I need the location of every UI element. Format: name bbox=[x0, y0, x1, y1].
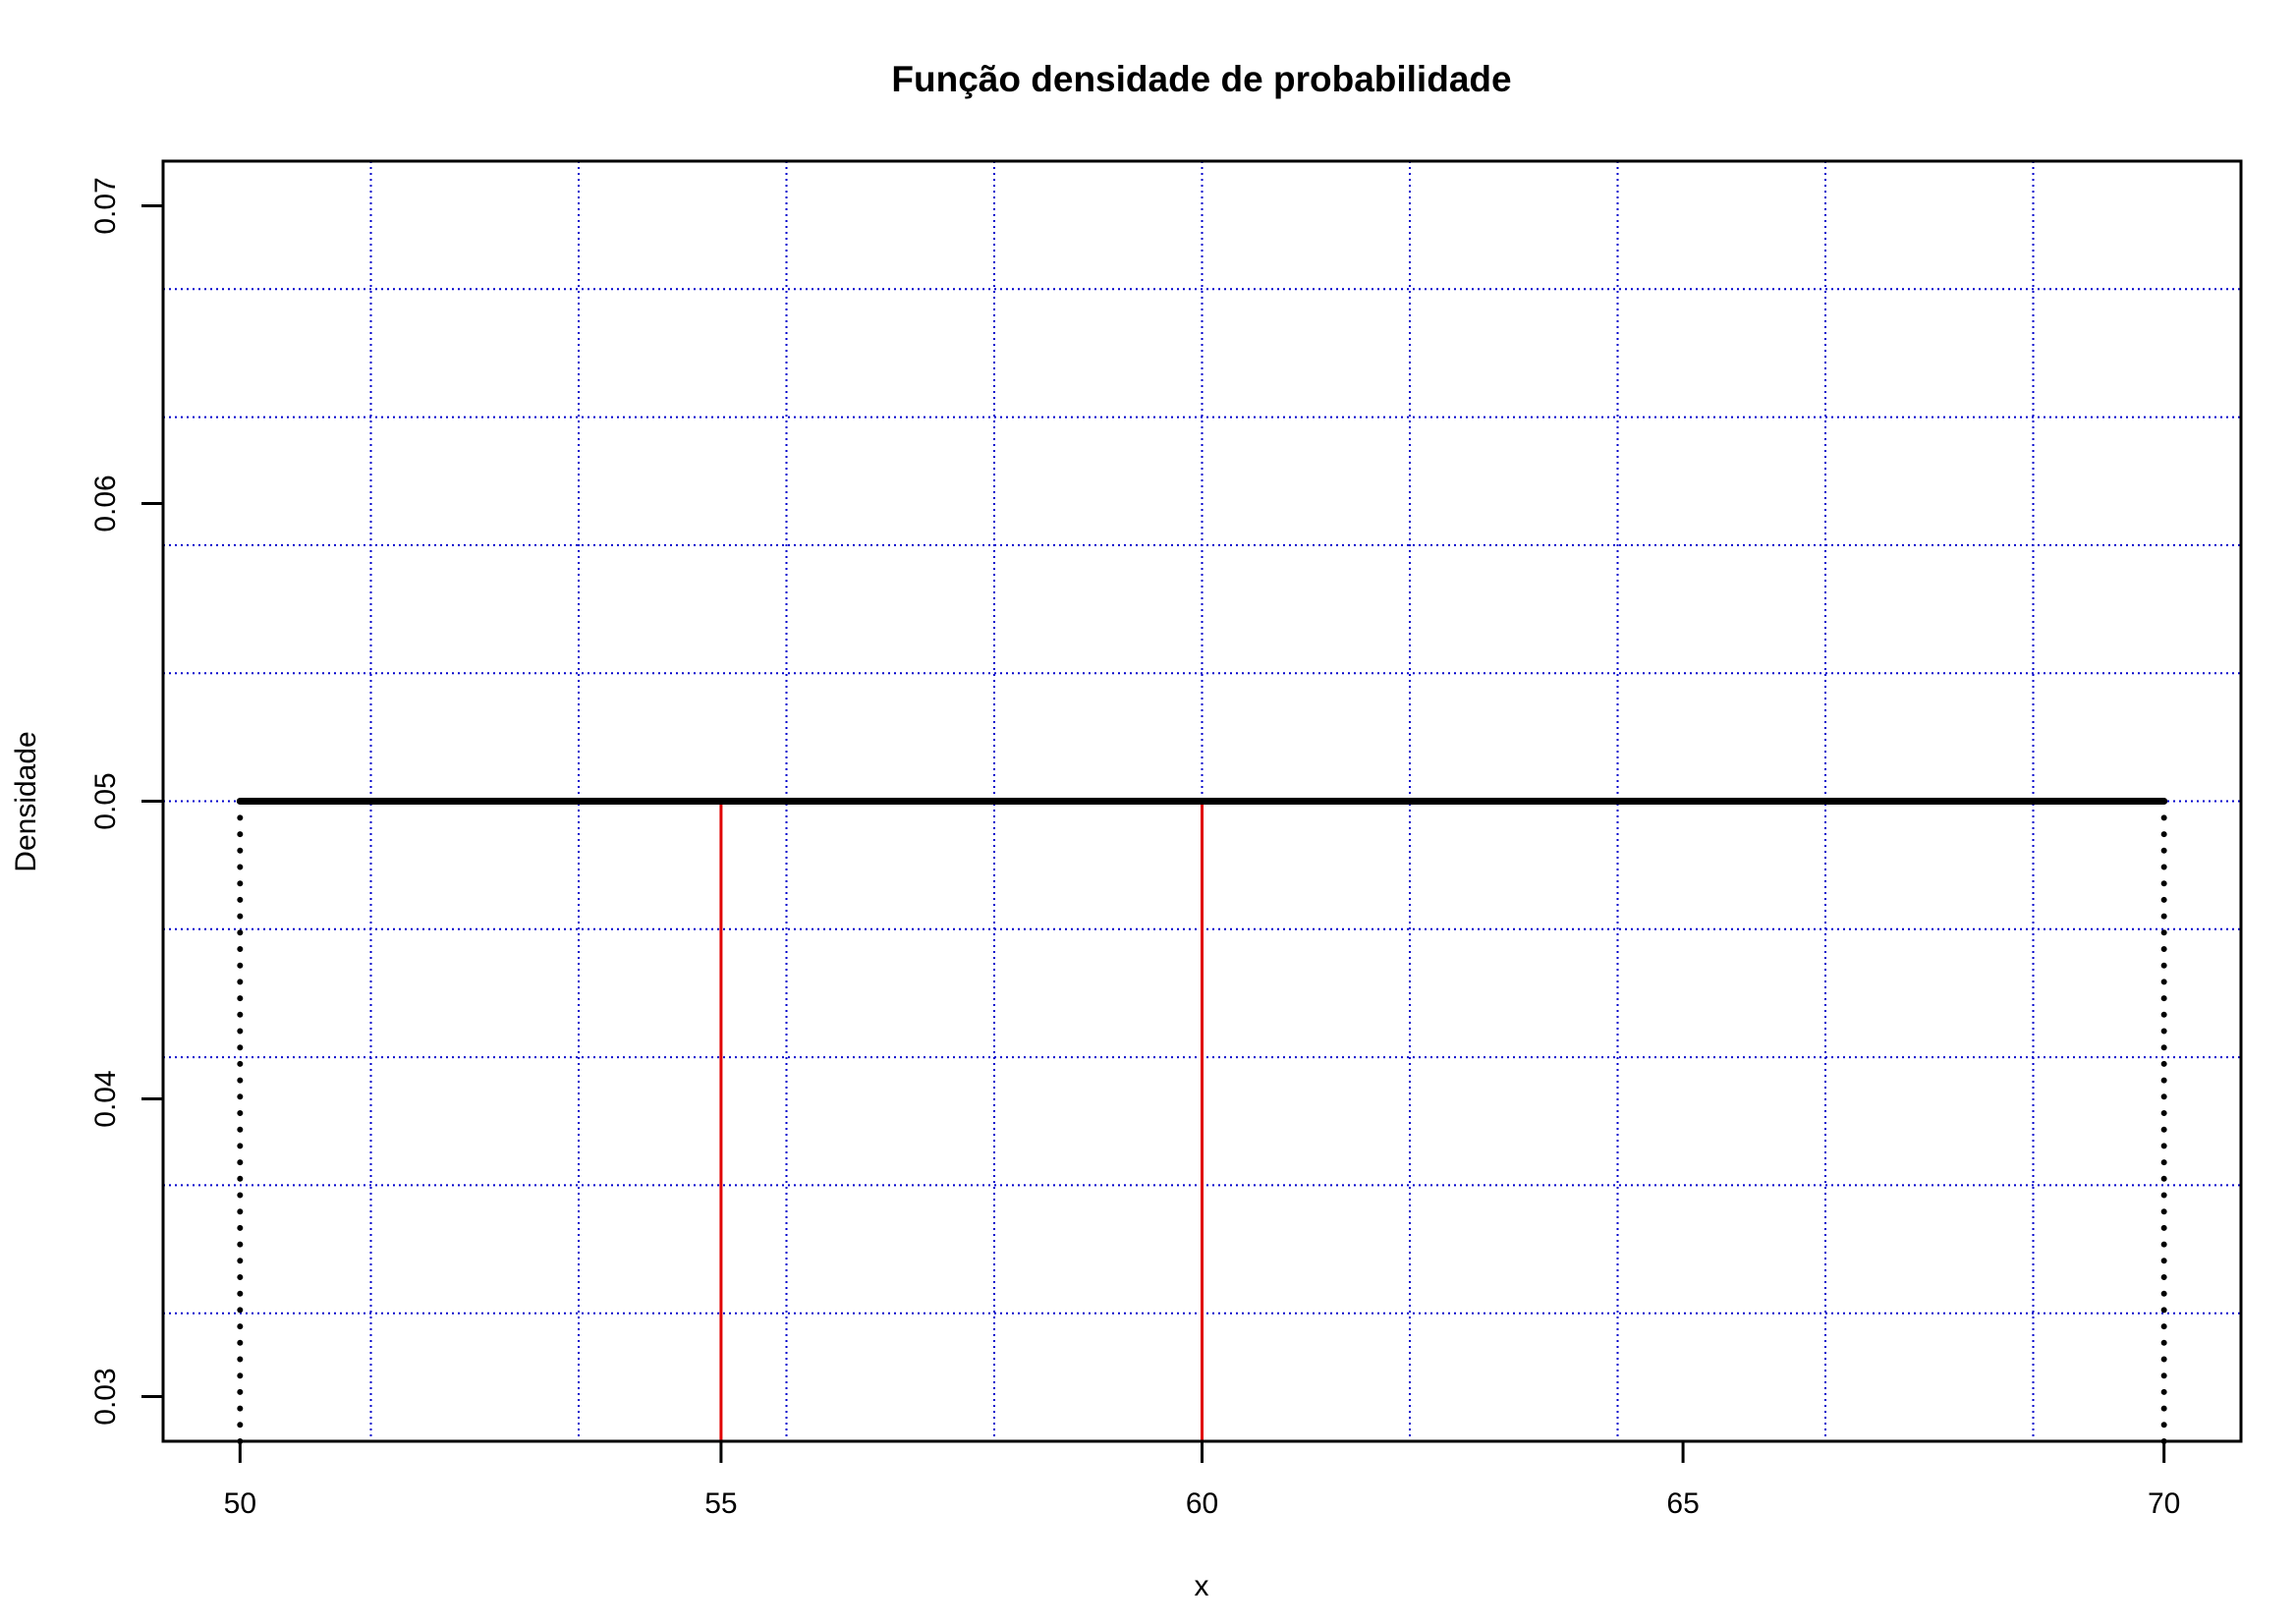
y-tick-label: 0.03 bbox=[89, 1368, 122, 1425]
chart-title: Função densidade de probabilidade bbox=[891, 59, 1511, 99]
y-axis: 0.03 0.04 0.05 0.06 0.07 bbox=[89, 177, 165, 1426]
x-tick-label: 60 bbox=[1186, 1487, 1218, 1520]
plot-data bbox=[236, 798, 2168, 1444]
y-axis-label: Densidade bbox=[10, 731, 42, 871]
x-tick-label: 55 bbox=[704, 1487, 737, 1520]
x-axis: 50 55 60 65 70 bbox=[224, 1439, 2180, 1520]
y-tick-label: 0.05 bbox=[89, 772, 122, 829]
y-tick-label: 0.06 bbox=[89, 475, 122, 532]
x-tick-label: 70 bbox=[2148, 1487, 2180, 1520]
y-tick-label: 0.07 bbox=[89, 177, 122, 234]
y-tick-label: 0.04 bbox=[89, 1070, 122, 1127]
x-axis-label: x bbox=[1195, 1570, 1209, 1602]
x-tick-label: 50 bbox=[224, 1487, 256, 1520]
x-tick-label: 65 bbox=[1666, 1487, 1699, 1520]
